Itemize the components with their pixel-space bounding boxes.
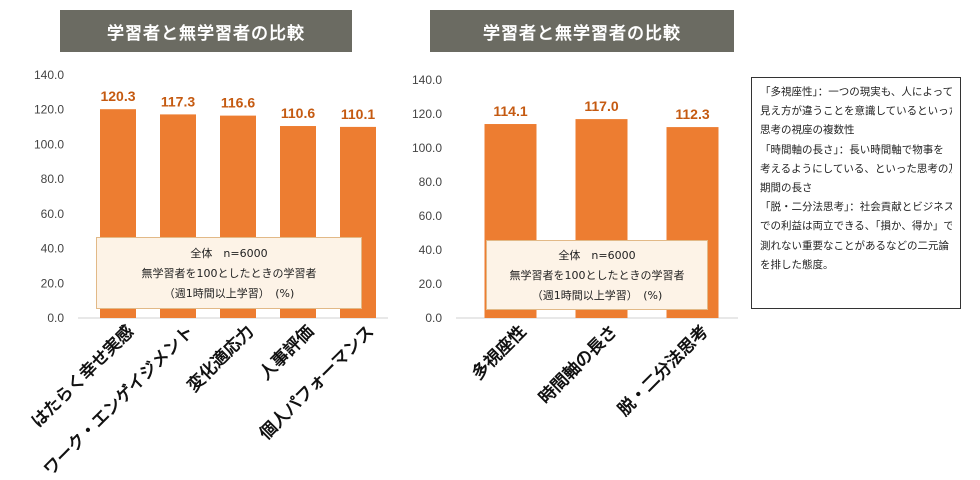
y-tick-label: 140.0 — [412, 73, 442, 87]
bar-value-label: 114.1 — [493, 103, 527, 119]
note-left-line-2: 無学習者を100としたときの学習者 — [141, 267, 317, 280]
y-tick-label: 120.0 — [412, 107, 442, 121]
y-tick-label: 40.0 — [419, 243, 443, 257]
note-right-line-2: 無学習者を100としたときの学習者 — [509, 269, 685, 282]
y-tick-label: 40.0 — [41, 242, 65, 256]
definition-line: での利益は両立できる、「損か、得か」では — [760, 220, 952, 233]
definition-line: 見え方が違うことを意識しているといった — [760, 105, 952, 118]
chart-left-note: 全体 n=6000 無学習者を100としたときの学習者 （週1時間以上学習） (… — [96, 237, 362, 309]
definition-line: を排した態度。 — [760, 258, 834, 271]
bar-value-label: 116.6 — [221, 95, 255, 111]
y-tick-label: 100.0 — [34, 137, 64, 151]
definition-line: 「多視座性」：一つの現実も、人によって — [760, 86, 952, 98]
definition-line: 思考の視座の複数性 — [760, 124, 855, 137]
chart-right-title: 学習者と無学習者の比較 — [430, 10, 734, 52]
chart-right-note: 全体 n=6000 無学習者を100としたときの学習者 （週1時間以上学習） (… — [486, 240, 708, 310]
definition-line: 考えるようにしている、といった思考の及ぶ — [760, 162, 952, 175]
bar-value-label: 117.3 — [161, 93, 195, 109]
x-category-label: 時間軸の長さ — [535, 321, 622, 408]
x-category-label: 多視座性 — [468, 321, 531, 384]
y-tick-label: 60.0 — [41, 207, 65, 221]
definition-line: 期間の長さ — [760, 182, 813, 195]
y-tick-label: 80.0 — [41, 172, 65, 186]
note-left-line-1: 全体 n=6000 — [190, 247, 268, 260]
y-tick-label: 0.0 — [425, 311, 442, 325]
y-tick-label: 80.0 — [419, 175, 443, 189]
y-tick-label: 140.0 — [34, 68, 64, 82]
x-category-label: はたらく幸せ実感 — [27, 321, 138, 432]
y-tick-label: 0.0 — [47, 311, 64, 325]
bar-value-label: 110.6 — [281, 105, 315, 121]
note-right-line-1: 全体 n=6000 — [558, 249, 636, 262]
definition-line: 「時間軸の長さ」：長い時間軸で物事を — [760, 143, 944, 156]
x-category-label: 個人パフォーマンス — [255, 321, 379, 445]
note-left-line-3: （週1時間以上学習） (%) — [163, 287, 295, 300]
chart-left-title: 学習者と無学習者の比較 — [60, 10, 352, 52]
y-tick-label: 20.0 — [41, 276, 65, 290]
note-right-line-3: （週1時間以上学習） (%) — [531, 289, 663, 302]
y-tick-label: 60.0 — [419, 209, 443, 223]
y-tick-label: 120.0 — [34, 103, 64, 117]
bar-value-label: 112.3 — [675, 106, 709, 122]
bar-value-label: 120.3 — [100, 88, 135, 104]
y-tick-label: 20.0 — [419, 277, 443, 291]
bar-value-label: 117.0 — [584, 98, 618, 114]
definition-line: 「脱・二分法思考」：社会貢献とビジネス — [760, 201, 952, 214]
bar-value-label: 110.1 — [341, 106, 375, 122]
definitions-box: 「多視座性」：一つの現実も、人によって 見え方が違うことを意識しているといった … — [751, 77, 961, 309]
definition-line: 測れない重要なことがあるなどの二元論 — [760, 239, 949, 252]
x-category-label: 脱・二分法思考 — [614, 321, 713, 420]
x-category-label: 人事評価 — [255, 321, 318, 384]
y-tick-label: 100.0 — [412, 141, 442, 155]
